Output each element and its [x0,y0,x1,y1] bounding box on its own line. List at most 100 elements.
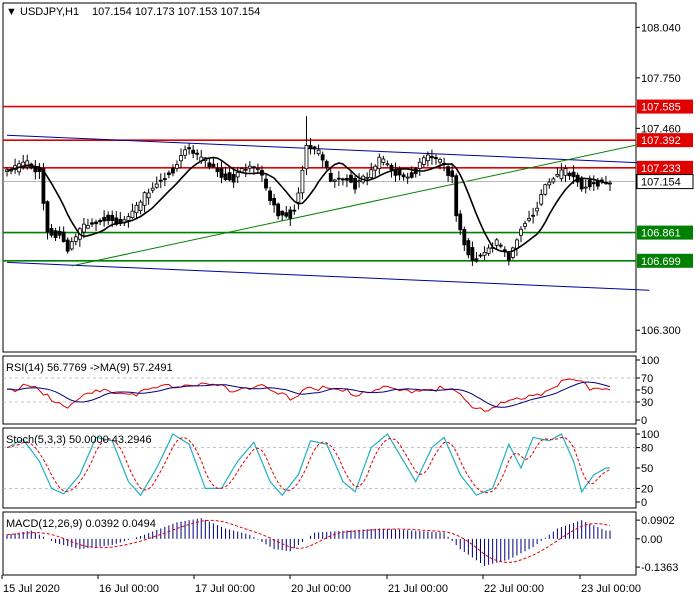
stoch-tick-label: 0 [641,497,647,509]
candle-body [438,159,442,163]
candle-body [25,160,30,168]
candle-body [272,197,277,206]
candle-body [466,240,471,256]
rsi-tick-label: 70 [641,373,653,385]
level-price-label: 106.861 [641,228,681,240]
candle-body [502,249,507,252]
candle-body [171,168,175,174]
candle-body [69,241,74,250]
candle-body [284,212,289,217]
candle-body [345,177,349,181]
candle-body [110,214,115,221]
candle-body [421,157,426,165]
candle-body [567,172,572,177]
stoch-tick-label: 50 [641,463,653,475]
candle-body [296,192,301,203]
candle-body [595,180,600,187]
candle-body [385,163,390,166]
candle-body [175,164,179,169]
rsi-tick-label: 0 [641,415,647,427]
macd-label: MACD(12,26,9) 0.0392 0.0494 [6,518,156,530]
candle-body [300,169,305,194]
candle-body [515,239,519,249]
candle-body [86,225,90,229]
candle-body [332,179,337,182]
candle-body [61,231,66,242]
header-arrow[interactable]: ▼ [6,6,17,18]
price-tick-label: 108.040 [641,22,681,34]
candle-body [559,169,564,179]
candle-body [247,165,252,169]
macd-tick-label: -0.1363 [641,562,678,574]
candle-body [365,176,370,179]
time-tick-label: 15 Jul 2020 [3,583,60,595]
time-tick-label: 22 Jul 00:00 [484,583,544,595]
candle-body [591,182,596,185]
candle-body [292,209,297,212]
candle-body [417,161,422,169]
candle-body [434,157,438,160]
time-tick-label: 16 Jul 00:00 [99,583,159,595]
candle-body [547,181,552,186]
candle-body [146,192,151,199]
candle-body [304,144,309,170]
candle-body [357,180,361,183]
candle-body [571,171,576,178]
candle-body [587,179,592,187]
candle-body [251,166,256,169]
time-tick-label: 23 Jul 00:00 [581,583,641,595]
level-price-label: 107.585 [641,102,681,114]
time-tick-label: 20 Jul 00:00 [291,583,351,595]
candle-body [183,149,187,156]
candle-body [458,213,463,231]
candle-body [98,220,102,223]
candle-body [308,145,313,150]
candle-body [211,163,216,168]
candle-body [340,178,345,181]
candle-body [583,186,588,189]
candle-body [478,254,483,257]
candle-body [389,164,394,171]
candle-body [138,201,143,211]
candle-body [195,152,200,155]
candle-body [81,223,86,233]
candle-body [33,166,38,173]
stoch-main-line [6,433,610,497]
candle-body [523,223,527,227]
stoch-tick-label: 20 [641,483,653,495]
candle-body [454,175,459,217]
candle-body [563,168,568,176]
current-price-box [636,174,694,190]
candle-body [215,167,220,173]
candle-body [401,174,406,178]
rsi-label: RSI(14) 56.7769 ->MA(9) 57.2491 [6,362,173,374]
candle-body [539,194,544,205]
time-tick-label: 17 Jul 00:00 [195,583,255,595]
candle-body [328,172,333,182]
level-price-label: 106.699 [641,256,681,268]
candle-body [130,210,135,219]
candle-body [381,158,386,163]
chart-symbol: USDJPY,H1 [20,6,79,18]
level-price-box [637,133,693,148]
candle-body [227,172,232,181]
macd-signal-line [6,519,611,563]
candle-body [519,228,523,236]
candle-body [207,162,212,168]
stoch-tick-label: 80 [641,443,653,455]
candle-body [409,172,414,178]
candle-body [369,169,374,178]
candle-body [114,217,119,225]
candle-body [187,147,192,150]
level-price-label: 107.392 [641,135,681,147]
candle-body [288,209,293,219]
candle-body [158,179,163,182]
candle-body [486,247,491,254]
rsi-tick-label: 50 [641,385,653,397]
candle-body [543,184,548,195]
candle-body [134,204,139,214]
candle-body [555,174,560,177]
rsi-tick-label: 100 [641,355,659,367]
